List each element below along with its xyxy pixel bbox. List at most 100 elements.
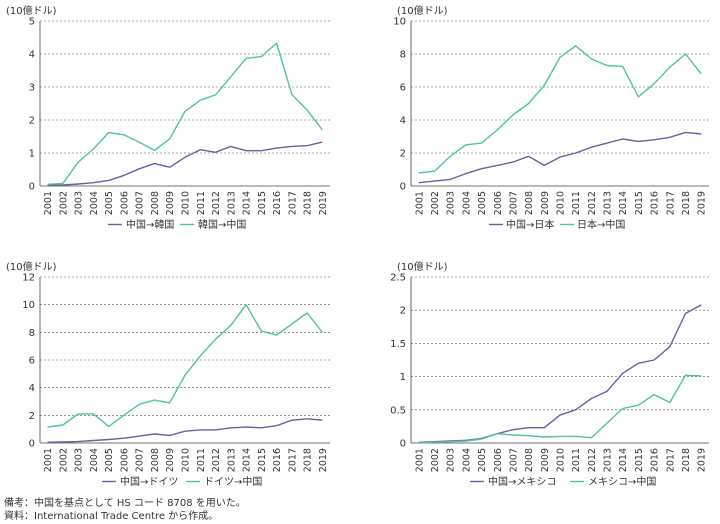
y-tick-label: 0 (29, 439, 35, 450)
legend-label-1: 中国→韓国 (126, 218, 174, 231)
y-tick-label: 8 (29, 328, 35, 339)
x-tick-label: 2009 (165, 448, 176, 472)
x-tick-label: 2010 (181, 448, 192, 472)
x-tick-label: 2005 (104, 191, 115, 215)
series-line-1 (418, 131, 702, 184)
x-tick-label: 2012 (587, 448, 598, 472)
x-tick-label: 2016 (272, 448, 283, 472)
x-tick-label: 2009 (540, 191, 551, 215)
x-tick-label: 2011 (196, 191, 207, 215)
y-tick-label: 1.5 (390, 339, 406, 350)
y-tick-label: 6 (400, 83, 406, 94)
x-tick-label: 2007 (135, 191, 146, 215)
x-tick-label: 2008 (524, 191, 535, 215)
y-tick-label: 10 (393, 17, 406, 28)
x-tick-label: 2006 (119, 191, 130, 215)
series-line-2 (418, 374, 702, 444)
x-tick-label: 2005 (477, 448, 488, 472)
legend-label-2: ドイツ→中国 (204, 475, 262, 488)
x-tick-label: 2013 (603, 191, 614, 215)
y-tick-label: 6 (29, 356, 35, 367)
x-tick-label: 2014 (242, 448, 253, 472)
unit-label: (10億ドル) (6, 4, 57, 17)
y-tick-label: 4 (400, 116, 406, 127)
x-tick-label: 2014 (242, 191, 253, 215)
x-tick-label: 2013 (226, 448, 237, 472)
x-tick-label: 2014 (618, 448, 629, 472)
unit-label: (10億ドル) (6, 260, 57, 273)
chart-panel-1: (10億ドル) 0 1 2 3 4 5 2001 2002 2003 2004 2005 2006 200… (6, 4, 330, 231)
x-tick-label: 2011 (571, 448, 582, 472)
x-tick-label: 2014 (618, 191, 629, 215)
chart-panel-2: (10億ドル) 0 2 4 6 8 10 2001 2002 2003 2004 2005 2006 20… (393, 4, 709, 231)
x-tick-label: 2018 (681, 448, 692, 472)
x-tick-label: 2017 (287, 448, 298, 472)
x-tick-label: 2001 (414, 191, 425, 215)
x-tick-label: 2017 (665, 191, 676, 215)
x-tick-label: 2012 (587, 191, 598, 215)
x-tick-label: 2002 (430, 191, 441, 215)
x-tick-label: 2016 (650, 448, 661, 472)
chart-panel-3: (10億ドル) 0 2 4 6 8 10 12 2001 2002 2003 2004 2005 2006… (6, 260, 330, 488)
x-tick-label: 2004 (461, 191, 472, 215)
x-tick-label: 2010 (556, 191, 567, 215)
x-tick-label: 2015 (634, 191, 645, 215)
unit-label: (10億ドル) (397, 4, 448, 17)
x-tick-label: 2002 (58, 448, 69, 472)
x-tick-label: 2019 (697, 448, 708, 472)
y-tick-label: 0 (400, 439, 406, 450)
series-line-2 (47, 304, 323, 428)
x-tick-label: 2008 (150, 191, 161, 215)
unit-label: (10億ドル) (397, 260, 448, 273)
x-tick-label: 2018 (303, 448, 314, 472)
x-tick-label: 2018 (303, 191, 314, 215)
y-tick-label: 3 (29, 83, 35, 94)
y-tick-label: 8 (400, 50, 406, 61)
x-tick-label: 2002 (430, 448, 441, 472)
x-tick-label: 2006 (119, 448, 130, 472)
x-tick-label: 2004 (461, 448, 472, 472)
x-tick-label: 2007 (135, 448, 146, 472)
x-tick-label: 2019 (318, 448, 329, 472)
x-tick-label: 2011 (571, 191, 582, 215)
legend-label-1: 中国→メキシコ (488, 475, 556, 488)
x-tick-label: 2013 (226, 191, 237, 215)
x-tick-label: 2019 (318, 191, 329, 215)
x-tick-label: 2004 (89, 191, 100, 215)
y-tick-label: 1 (29, 149, 35, 160)
x-tick-label: 2008 (150, 448, 161, 472)
chart-panel-4: (10億ドル) 0 0.5 1 1.5 2 2.5 2001 2002 2003 2004 2005 2… (390, 260, 709, 488)
x-tick-label: 2017 (665, 448, 676, 472)
x-tick-label: 2007 (508, 448, 519, 472)
x-tick-label: 2017 (287, 191, 298, 215)
x-tick-label: 2012 (211, 448, 222, 472)
x-tick-label: 2005 (477, 191, 488, 215)
x-tick-label: 2001 (43, 448, 54, 472)
y-tick-label: 10 (22, 300, 35, 311)
note-source: 資料：International Trade Centre から作成。 (4, 511, 219, 522)
legend-label-1: 中国→ドイツ (120, 475, 178, 488)
series-line-2 (418, 45, 702, 174)
y-tick-label: 2 (29, 116, 35, 127)
x-tick-label: 2009 (165, 191, 176, 215)
x-tick-label: 2019 (697, 191, 708, 215)
series-line-1 (418, 304, 702, 443)
y-tick-label: 0.5 (390, 405, 406, 416)
x-tick-label: 2016 (272, 191, 283, 215)
series-line-1 (47, 141, 323, 186)
x-tick-label: 2005 (104, 448, 115, 472)
x-tick-label: 2006 (493, 191, 504, 215)
x-tick-label: 2001 (43, 191, 54, 215)
legend-label-2: メキシコ→中国 (588, 475, 656, 488)
legend-label-1: 中国→日本 (506, 218, 554, 231)
y-tick-label: 0 (29, 182, 35, 193)
x-tick-label: 2010 (556, 448, 567, 472)
series-line-2 (47, 42, 323, 185)
x-tick-label: 2003 (74, 448, 85, 472)
y-tick-label: 2 (400, 149, 406, 160)
y-tick-label: 4 (29, 383, 35, 394)
x-tick-label: 2001 (414, 448, 425, 472)
legend-label-2: 日本→中国 (577, 218, 625, 231)
x-tick-label: 2011 (196, 448, 207, 472)
